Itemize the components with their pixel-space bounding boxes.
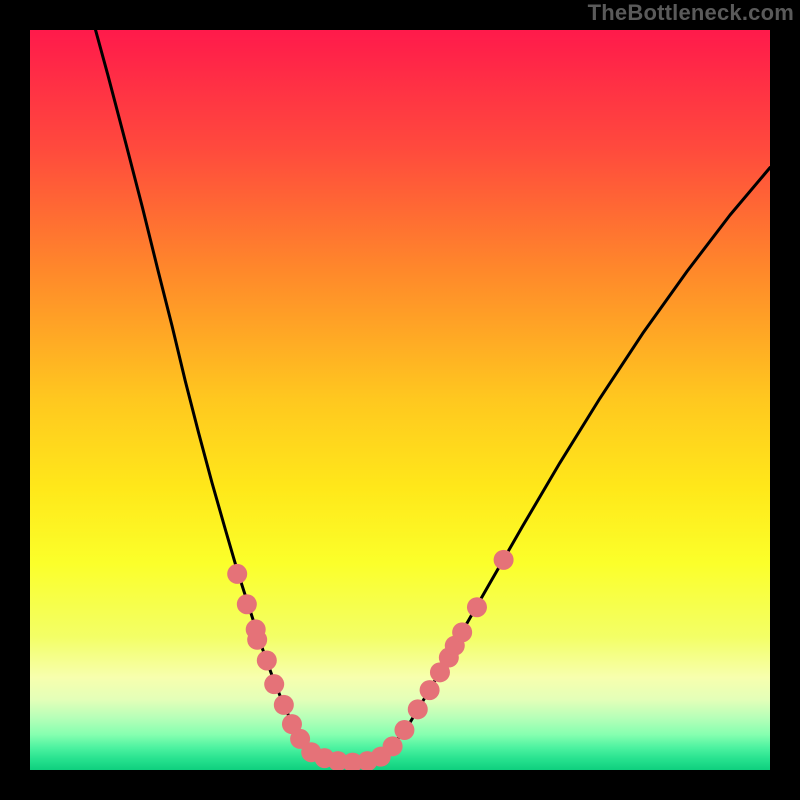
scatter-marker	[264, 674, 284, 694]
chart-container: TheBottleneck.com	[0, 0, 800, 800]
plot-area	[30, 30, 770, 770]
scatter-marker	[420, 680, 440, 700]
scatter-marker	[247, 630, 267, 650]
scatter-marker	[227, 564, 247, 584]
scatter-marker	[408, 699, 428, 719]
scatter-marker	[452, 622, 472, 642]
watermark-text: TheBottleneck.com	[588, 0, 794, 26]
scatter-marker	[467, 597, 487, 617]
scatter-group	[227, 550, 513, 770]
scatter-marker	[494, 550, 514, 570]
scatter-marker	[274, 695, 294, 715]
scatter-marker	[257, 650, 277, 670]
scatter-marker	[394, 720, 414, 740]
bottleneck-curve	[88, 30, 770, 762]
scatter-marker	[383, 736, 403, 756]
scatter-marker	[237, 594, 257, 614]
chart-overlay	[30, 30, 770, 770]
